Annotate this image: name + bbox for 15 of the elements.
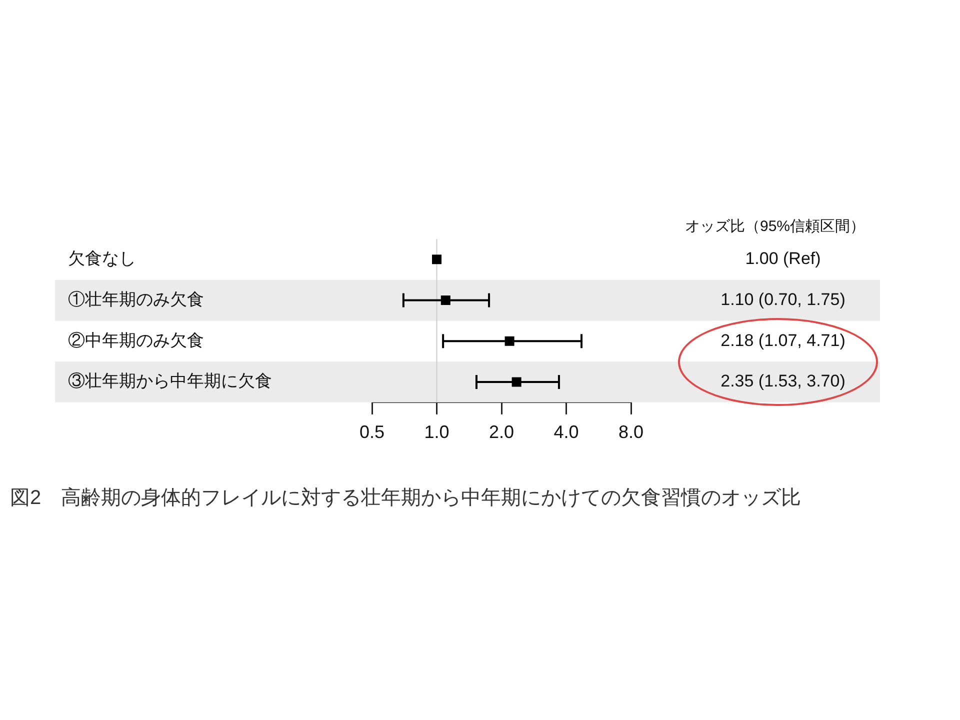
x-tick-label: 4.0 [554, 422, 579, 442]
text: 2.18 (1.07, 4.71) [720, 330, 846, 350]
x-tick-label: 0.5 [359, 422, 385, 442]
y-tick-label: 欠食なし [68, 249, 136, 268]
x-tick-label: 2.0 [488, 422, 514, 442]
y-tick-label: ③壮年期から中年期に欠食 [68, 372, 272, 391]
text: 図2 高齢期の身体的フレイルに対する壮年期から中年期にかけての欠食習慣のオッズ比 [10, 486, 802, 511]
x-tick-label: 1.0 [424, 422, 450, 442]
y-tick-label: ①壮年期のみ欠食 [68, 290, 204, 309]
text: オッズ比（95%信頼区間） [684, 218, 866, 236]
x-tick-label: 8.0 [618, 422, 644, 442]
text: 1.00 (Ref) [745, 249, 821, 268]
text: 2.35 (1.53, 3.70) [720, 372, 846, 391]
text: 1.10 (0.70, 1.75) [720, 290, 846, 309]
y-tick-label: ②中年期のみ欠食 [68, 330, 204, 350]
